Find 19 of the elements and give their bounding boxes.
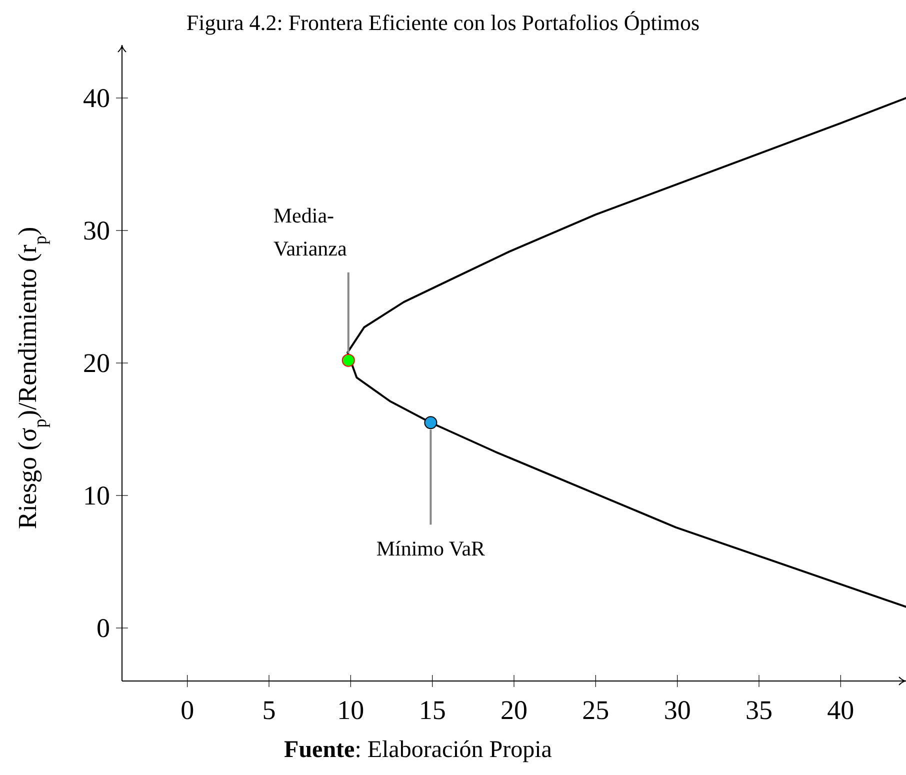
x-tick-label: 30 — [664, 695, 691, 725]
annotation: Media-Varianza — [273, 203, 348, 260]
x-tick-label: 5 — [262, 695, 276, 725]
x-tick-label: 15 — [418, 695, 446, 725]
annotation: Mínimo VaR — [376, 536, 486, 561]
y-tick-label: 10 — [83, 480, 110, 510]
x-tick-label: 10 — [337, 695, 364, 725]
y-tick-label: 40 — [83, 83, 110, 113]
x-tick-label: 25 — [582, 695, 610, 725]
x-tick-label: 20 — [500, 695, 528, 725]
source-note: Fuente: Elaboración Propia — [284, 737, 552, 763]
x-tick-label: 40 — [827, 695, 854, 725]
y-tick-label: 0 — [96, 613, 110, 643]
chart-title: Figura 4.2: Frontera Eficiente con los Portafolios Óptimos — [186, 10, 700, 35]
line-series — [346, 97, 906, 608]
y-tick-label: 30 — [83, 216, 110, 246]
y-tick-label: 20 — [83, 348, 110, 378]
x-tick-label: 0 — [180, 695, 194, 725]
x-tick-label: 35 — [746, 695, 772, 725]
